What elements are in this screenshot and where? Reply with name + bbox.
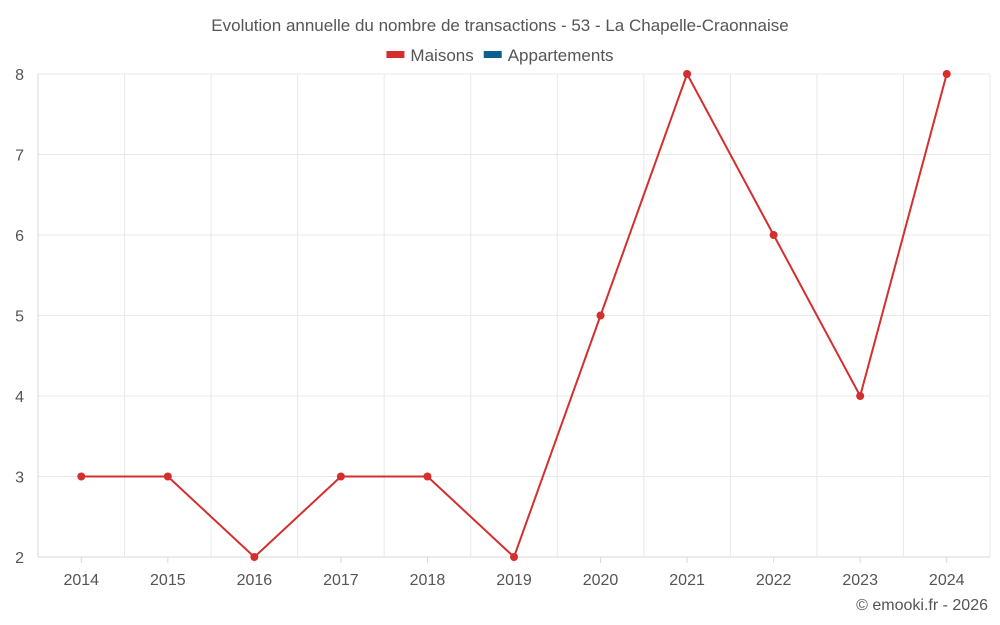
x-tick-label: 2016 (237, 572, 273, 589)
legend-label-maisons[interactable]: Maisons (410, 46, 473, 65)
x-tick-label: 2022 (756, 572, 792, 589)
data-point-maisons[interactable] (163, 472, 172, 481)
legend-label-appartements[interactable]: Appartements (508, 46, 614, 65)
legend-swatch-appartements[interactable] (483, 51, 502, 58)
data-point-maisons[interactable] (510, 553, 518, 561)
x-tick-label: 2018 (410, 572, 446, 589)
y-tick-label: 5 (15, 309, 24, 326)
y-tick-label: 2 (15, 550, 24, 567)
series-group (77, 70, 951, 561)
data-point-maisons[interactable] (423, 472, 432, 481)
x-tick-label: 2017 (323, 572, 359, 589)
data-point-maisons[interactable] (336, 472, 345, 481)
credit-text: © emooki.fr - 2026 (856, 597, 988, 614)
y-tick-label: 4 (15, 389, 24, 406)
x-tick-label: 2021 (669, 572, 705, 589)
y-axis: 2 3 4 5 6 7 8 (15, 67, 24, 567)
data-point-maisons[interactable] (77, 472, 86, 481)
grid (37, 73, 991, 558)
data-point-maisons[interactable] (250, 553, 259, 561)
y-tick-label: 7 (15, 148, 24, 165)
legend-swatch-maisons[interactable] (386, 51, 405, 58)
data-point-maisons[interactable] (596, 311, 605, 320)
data-point-maisons[interactable] (683, 70, 692, 78)
y-tick-label: 3 (15, 470, 24, 487)
x-tick-label: 2015 (150, 572, 186, 589)
y-tick-label: 6 (15, 228, 24, 245)
x-tick-label: 2019 (496, 572, 532, 589)
data-point-maisons[interactable] (856, 392, 865, 400)
y-tick-label: 8 (15, 67, 24, 84)
x-tick-label: 2023 (842, 572, 878, 589)
legend: Maisons Appartements (386, 46, 614, 65)
data-point-maisons[interactable] (942, 70, 951, 78)
x-axis: 2014 2015 2016 2017 2018 2019 2020 2021 2022 2023… (63, 557, 965, 589)
x-tick-label: 2014 (63, 572, 99, 589)
chart-title: Evolution annuelle du nombre de transact… (211, 16, 788, 35)
data-point-maisons[interactable] (769, 231, 778, 239)
x-tick-label: 2024 (929, 572, 965, 589)
x-tick-label: 2020 (583, 572, 619, 589)
